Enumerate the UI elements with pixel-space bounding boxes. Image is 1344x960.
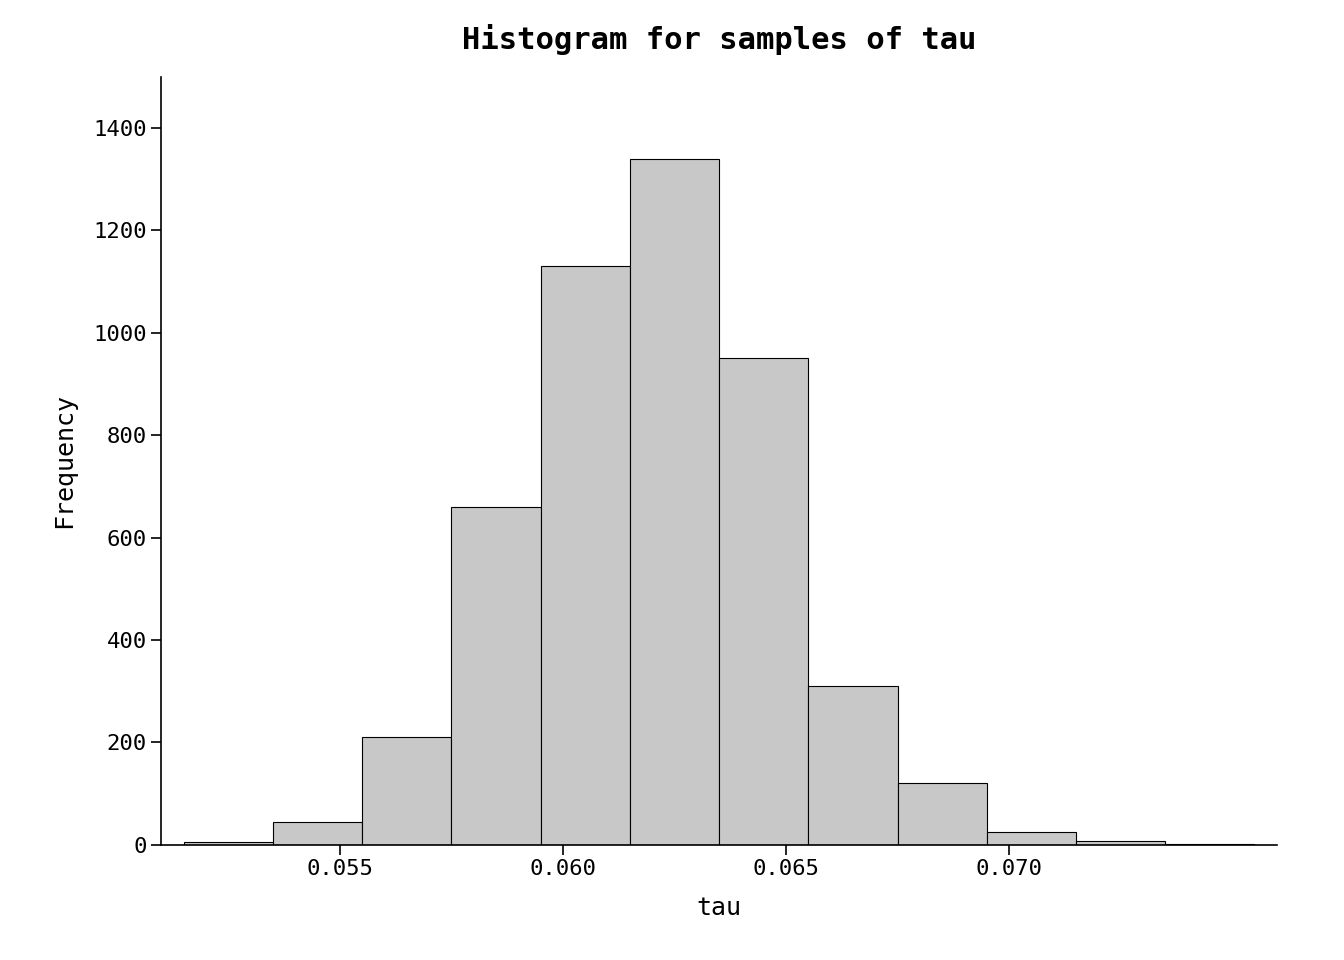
X-axis label: tau: tau (696, 896, 742, 920)
Bar (452, 507, 540, 845)
Bar (898, 783, 986, 845)
Bar (362, 737, 452, 845)
Bar (1077, 841, 1165, 845)
Bar (630, 158, 719, 845)
Bar (273, 822, 362, 845)
Y-axis label: Frequency: Frequency (52, 394, 77, 528)
Bar (719, 358, 808, 845)
Bar (184, 842, 273, 845)
Title: Histogram for samples of tau: Histogram for samples of tau (462, 24, 976, 55)
Bar (808, 686, 898, 845)
Bar (986, 832, 1077, 845)
Bar (1165, 844, 1254, 845)
Bar (540, 266, 630, 845)
